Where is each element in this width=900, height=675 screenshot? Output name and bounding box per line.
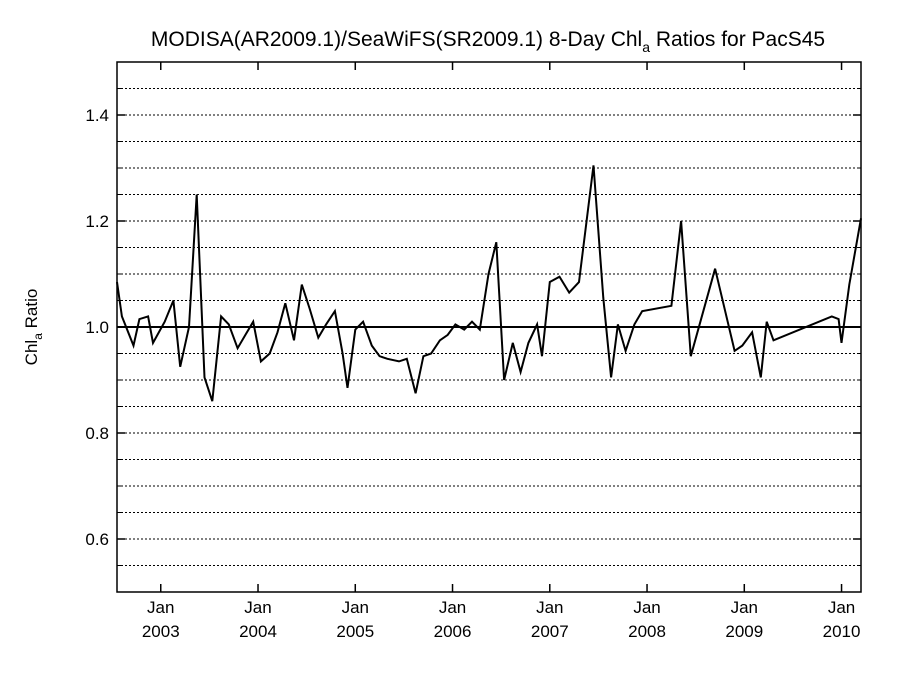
y-label-suffix: Ratio (22, 289, 41, 333)
x-tick-year: 2009 (725, 622, 763, 641)
title-subscript: a (642, 39, 650, 55)
x-tick-year: 2004 (239, 622, 277, 641)
x-tick-month: Jan (536, 598, 563, 617)
x-tick-month: Jan (633, 598, 660, 617)
y-label-subscript: a (31, 333, 45, 340)
series-group (116, 165, 862, 402)
x-tick-year: 2010 (823, 622, 861, 641)
series-line (116, 165, 862, 402)
y-tick-label: 0.6 (85, 530, 109, 549)
x-tick-month: Jan (147, 598, 174, 617)
x-tick-year: 2006 (434, 622, 472, 641)
svg-text:MODISA(AR2009.1)/SeaWiFS(SR200: MODISA(AR2009.1)/SeaWiFS(SR2009.1) 8-Day… (151, 28, 825, 55)
x-tick-month: Jan (342, 598, 369, 617)
x-tick-month: Jan (439, 598, 466, 617)
x-tick-month: Jan (731, 598, 758, 617)
title-suffix: Ratios for PacS45 (650, 28, 825, 51)
x-axis-ticks: Jan 2003 Jan 2004 Jan 2005 Jan 2006 Jan 2007 Jan 20… (142, 62, 861, 641)
x-tick-year: 2007 (531, 622, 569, 641)
y-tick-label: 1.4 (85, 106, 109, 125)
x-tick-year: 2005 (336, 622, 374, 641)
x-tick-year: 2003 (142, 622, 180, 641)
title: MODISA(AR2009.1)/SeaWiFS(SR2009.1) 8-Day… (151, 28, 825, 55)
svg-text:Chla Ratio: Chla Ratio (22, 289, 45, 366)
y-tick-label: 0.8 (85, 424, 109, 443)
x-tick-month: Jan (828, 598, 855, 617)
y-tick-label: 1.0 (85, 318, 109, 337)
y-axis-label: Chla Ratio (22, 289, 45, 366)
y-axis-ticks: 0.6 0.8 1.0 1.2 1.4 (85, 88, 861, 566)
y-tick-label: 1.2 (85, 212, 109, 231)
title-main: MODISA(AR2009.1)/SeaWiFS(SR2009.1) 8-Day… (151, 28, 642, 51)
x-tick-year: 2008 (628, 622, 666, 641)
x-tick-month: Jan (244, 598, 271, 617)
y-label-main: Chl (22, 340, 41, 366)
